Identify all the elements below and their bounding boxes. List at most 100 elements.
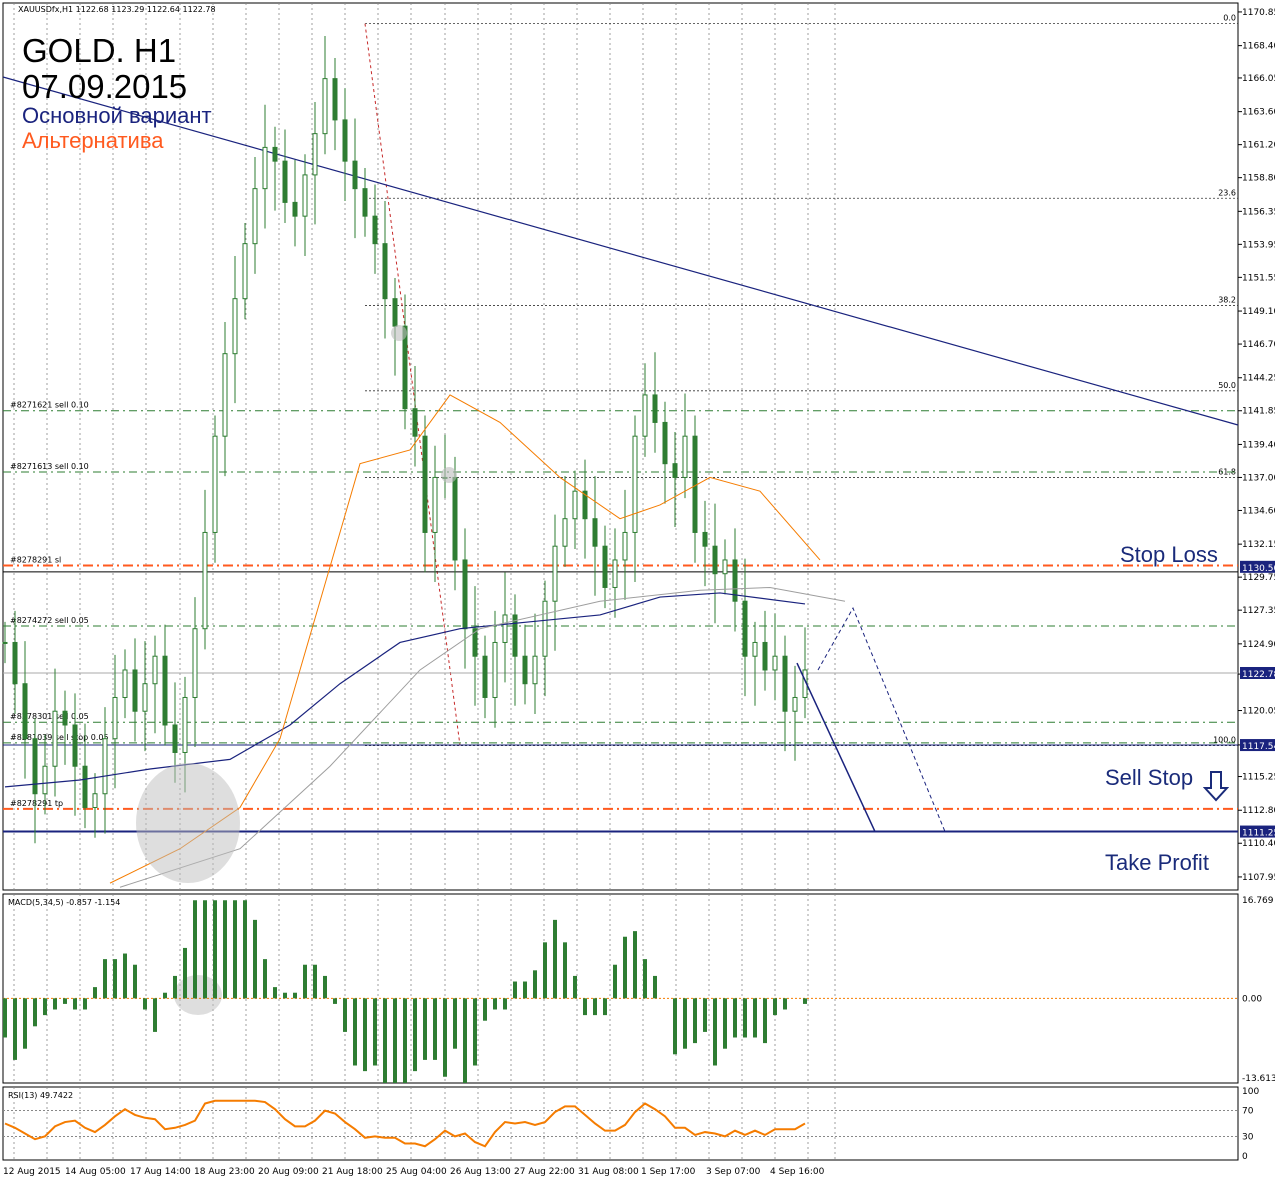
rsi-tick-label: 100 <box>1242 1087 1259 1097</box>
candle-body <box>192 628 198 698</box>
ma-fast-line <box>109 394 821 884</box>
candle-body <box>582 490 588 520</box>
price-tick-label: 1127.35 <box>1242 606 1275 616</box>
candle-body <box>222 353 228 437</box>
price-tick-label: 1153.95 <box>1242 240 1275 250</box>
rsi-pane-frame <box>2 1086 1239 1161</box>
candle-body <box>512 614 518 657</box>
candle-body <box>142 683 148 712</box>
price-tick-label: 1156.35 <box>1242 207 1275 217</box>
rsi-label: RSI(13) 49.7422 <box>8 1091 73 1100</box>
price-badge-label: 1117.54 <box>1242 742 1275 752</box>
candle-body <box>12 641 18 685</box>
candle-body <box>412 408 418 437</box>
candle-body <box>422 435 428 533</box>
price-badge-label: 1122.78 <box>1242 670 1275 680</box>
order-label: #8278291 sl <box>10 555 61 564</box>
time-axis-label: 20 Aug 09:00 <box>258 1167 319 1177</box>
candle-body <box>492 641 498 698</box>
fib-level-label: 0.0 <box>1223 14 1236 23</box>
rsi-tick-label: 70 <box>1242 1107 1254 1117</box>
candle-body <box>132 669 138 712</box>
candle-body <box>742 600 748 657</box>
candle-body <box>772 655 778 671</box>
candle-body <box>562 518 568 547</box>
time-axis-label: 14 Aug 05:00 <box>65 1167 126 1177</box>
candle-body <box>62 710 68 726</box>
candle-body <box>352 160 358 190</box>
price-badge-label: 1111.25 <box>1242 829 1275 839</box>
time-axis-label: 12 Aug 2015 <box>3 1167 61 1177</box>
candle-body <box>682 435 688 478</box>
candle-body <box>292 201 298 217</box>
price-tick-label: 1139.40 <box>1242 440 1275 450</box>
candle-body <box>202 531 208 630</box>
take-profit-label: Take Profit <box>1105 850 1209 875</box>
candle-body <box>152 655 158 685</box>
candle-body <box>652 394 658 423</box>
price-badge <box>1240 739 1275 752</box>
candle-body <box>632 435 638 533</box>
candle-body <box>612 559 618 588</box>
time-axis-label: 26 Aug 13:00 <box>450 1167 511 1177</box>
order-label: #8278301 sell 0.05 <box>10 712 89 721</box>
price-tick-label: 1132.15 <box>1242 540 1275 550</box>
price-tick-label: 1112.80 <box>1242 806 1275 816</box>
price-tick-label: 1107.95 <box>1242 873 1275 883</box>
time-axis-label: 18 Aug 23:00 <box>194 1167 255 1177</box>
candle-body <box>332 78 338 121</box>
candle-body <box>662 421 668 465</box>
candle-body <box>642 394 648 437</box>
price-tick-label: 1151.55 <box>1242 273 1275 283</box>
candle-body <box>592 518 598 547</box>
fib-anchor-line <box>364 23 461 746</box>
price-tick-label: 1170.85 <box>1242 8 1275 18</box>
order-label: #8278291 tp <box>10 799 63 808</box>
candle-body <box>242 243 248 300</box>
fib-level-label: 100.0 <box>1213 736 1236 745</box>
candle-body <box>452 476 458 561</box>
chart-title: GOLD. H1 <box>22 32 177 69</box>
candle-body <box>462 559 468 630</box>
ma-mid-line <box>119 586 846 888</box>
price-tick-label: 1137.00 <box>1242 473 1275 483</box>
order-label: #8274272 sell 0.05 <box>10 616 89 625</box>
candle-body <box>122 669 128 698</box>
ma-slow-line <box>4 592 806 788</box>
forecast-main-line <box>796 662 876 832</box>
candle-body <box>112 696 118 740</box>
main-scenario-label: Основной вариант <box>22 103 212 128</box>
time-axis-label: 4 Sep 16:00 <box>770 1167 825 1177</box>
marker-circle <box>391 325 407 341</box>
marker-circle <box>441 467 457 483</box>
stop-loss-label: Stop Loss <box>1120 542 1218 567</box>
candle-body <box>22 683 28 740</box>
price-tick-label: 1120.05 <box>1242 707 1275 717</box>
candle-body <box>392 298 398 327</box>
candle-body <box>672 463 678 478</box>
candle-body <box>342 119 348 162</box>
candle-body <box>692 435 698 533</box>
time-axis-label: 25 Aug 04:00 <box>386 1167 447 1177</box>
price-tick-label: 1129.75 <box>1242 573 1275 583</box>
candle-body <box>712 545 718 575</box>
candle-body <box>102 738 108 795</box>
candle-body <box>2 641 8 644</box>
candle-body <box>252 188 258 245</box>
candle-body <box>722 559 728 575</box>
main-pane-frame <box>2 2 1239 891</box>
symbol-info: XAUUSDfx,H1 1122.68 1123.29 1122.64 1122… <box>18 5 216 14</box>
candle-body <box>382 243 388 300</box>
macd-pane-frame <box>2 893 1239 1084</box>
price-tick-label: 1168.40 <box>1242 42 1275 52</box>
candle-body <box>172 724 178 753</box>
candle-body <box>792 696 798 712</box>
candle-body <box>702 531 708 547</box>
price-tick-label: 1110.40 <box>1242 839 1275 849</box>
candle-body <box>182 696 188 753</box>
candle-body <box>602 545 608 588</box>
price-badge <box>1240 666 1275 679</box>
rsi-tick-label: 30 <box>1242 1133 1254 1143</box>
rsi-tick-label: 0 <box>1242 1152 1248 1162</box>
candle-body <box>782 655 788 712</box>
